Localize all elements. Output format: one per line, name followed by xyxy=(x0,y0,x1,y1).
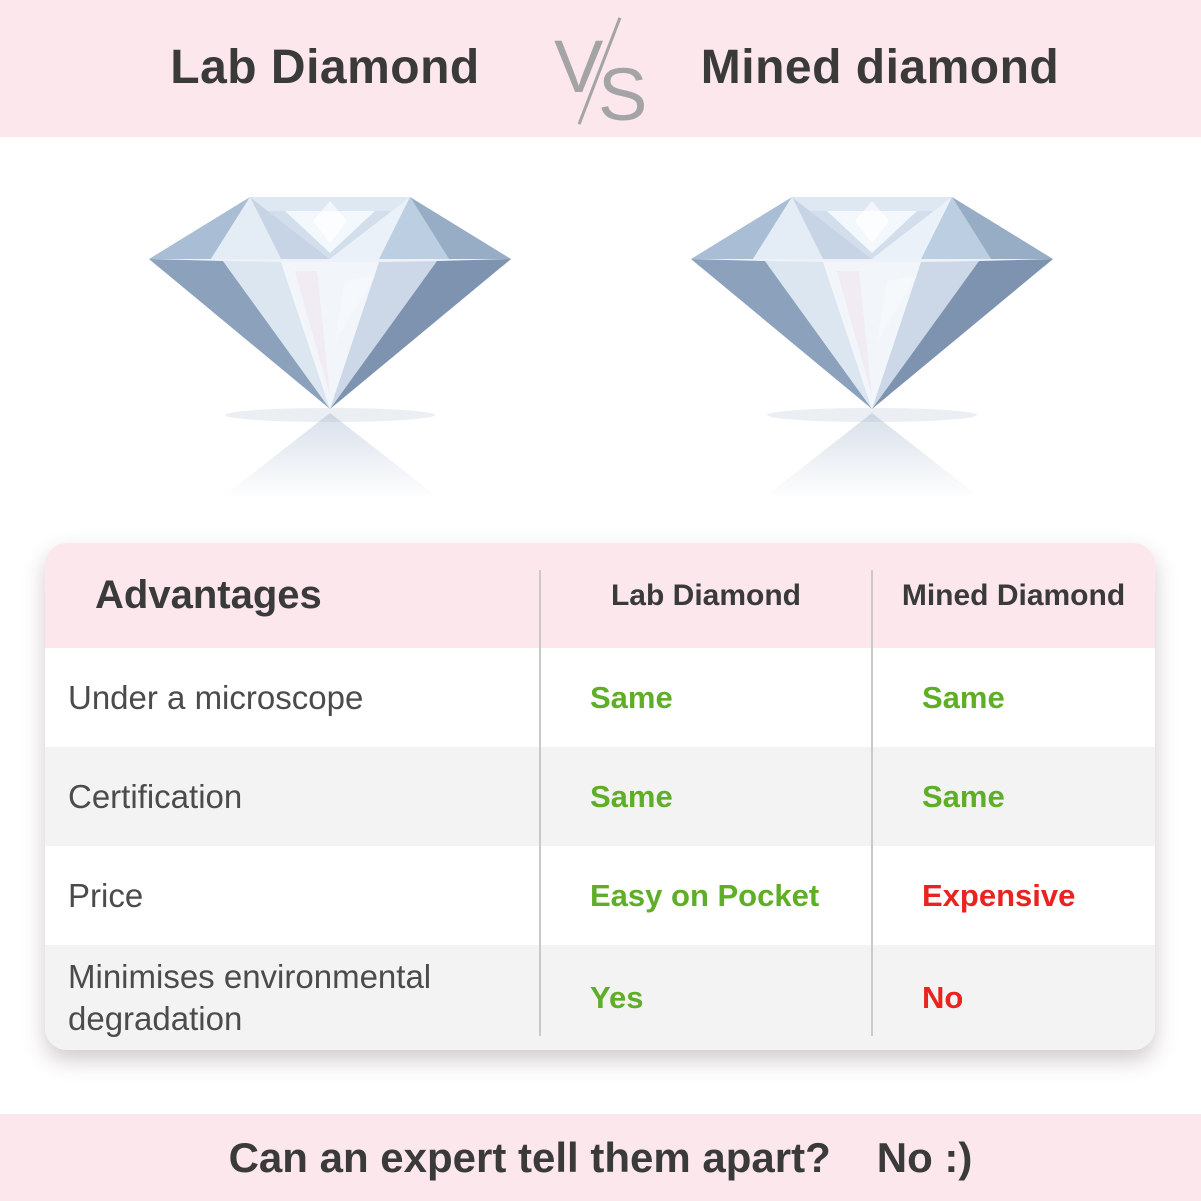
table-row: Price Easy on Pocket Expensive xyxy=(45,846,1155,945)
right-title: Mined diamond xyxy=(700,41,1060,94)
comparison-table: Advantages Lab Diamond Mined Diamond Und… xyxy=(45,543,1155,1050)
row-label: Price xyxy=(68,876,144,914)
cell-value: Same xyxy=(540,680,872,716)
cell-value: Yes xyxy=(540,980,872,1016)
table-row: Minimises environmental degradation Yes … xyxy=(45,945,1155,1050)
diamond-icon xyxy=(687,191,1057,501)
footer-answer: No :) xyxy=(876,1133,973,1181)
vs-letter-v: V xyxy=(554,25,604,108)
table-row: Certification Same Same xyxy=(45,747,1155,846)
lab-value: Same xyxy=(590,778,673,814)
table-header-row: Advantages Lab Diamond Mined Diamond xyxy=(45,543,1155,648)
cell-value: Easy on Pocket xyxy=(540,878,872,914)
mined-value: Expensive xyxy=(922,877,1076,913)
column-divider xyxy=(539,570,541,1036)
row-label: Minimises environmental degradation xyxy=(68,958,432,1037)
mined-diamond-image xyxy=(687,191,1057,501)
column-header-advantages: Advantages xyxy=(95,573,322,617)
cell-value: Expensive xyxy=(872,878,1155,914)
cell-value: No xyxy=(872,980,1155,1016)
vs-letter-s: S xyxy=(598,53,648,136)
mined-value: No xyxy=(922,979,964,1015)
mined-value: Same xyxy=(922,679,1005,715)
cell-value: Same xyxy=(872,779,1155,815)
column-header-lab: Lab Diamond xyxy=(610,578,801,612)
row-label: Under a microscope xyxy=(68,678,364,716)
vs-graphic: V S xyxy=(552,6,656,132)
footer-question: Can an expert tell them apart? xyxy=(228,1133,831,1181)
diamond-images-row xyxy=(0,137,1201,543)
column-divider xyxy=(871,570,873,1036)
left-title: Lab Diamond xyxy=(170,41,480,94)
lab-value: Easy on Pocket xyxy=(590,877,820,913)
row-label: Certification xyxy=(68,777,243,815)
footer-band: Can an expert tell them apart? No :) xyxy=(0,1114,1201,1201)
header-band: Lab Diamond V S Mined diamond xyxy=(0,0,1201,137)
column-header-mined: Mined Diamond xyxy=(901,578,1126,612)
cell-value: Same xyxy=(540,779,872,815)
lab-value: Same xyxy=(590,679,673,715)
diamond-icon xyxy=(145,191,515,501)
lab-diamond-image xyxy=(145,191,515,501)
cell-value: Same xyxy=(872,680,1155,716)
mined-value: Same xyxy=(922,778,1005,814)
table-row: Under a microscope Same Same xyxy=(45,648,1155,747)
lab-value: Yes xyxy=(590,979,644,1015)
